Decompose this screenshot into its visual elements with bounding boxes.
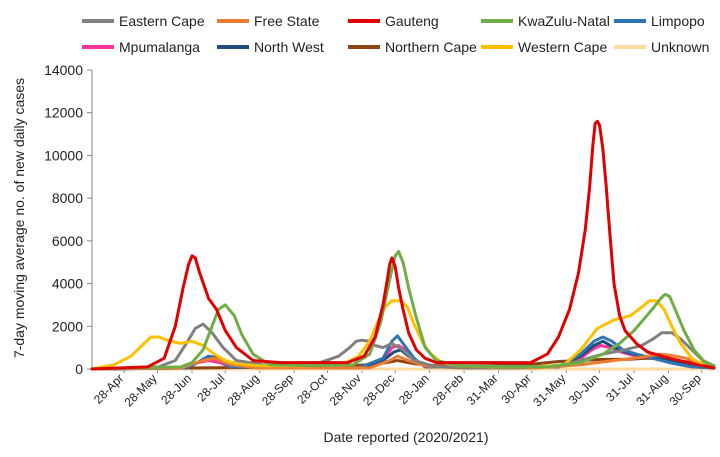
x-tick-label: 28-Nov (327, 371, 364, 408)
legend: Eastern Cape Free State Gauteng KwaZulu-Nat… (82, 13, 709, 55)
legend-label: Western Cape (518, 39, 607, 55)
legend-item: Mpumalanga (82, 39, 200, 55)
y-axis: 0 2000 4000 6000 8000 10000 12000 14000 (44, 62, 93, 377)
y-tick-label: 8000 (52, 190, 83, 206)
legend-item: Limpopo (614, 13, 705, 29)
y-tick-label: 0 (75, 361, 83, 377)
y-tick-label: 6000 (52, 233, 83, 249)
legend-label: North West (254, 39, 324, 55)
legend-item: Northern Cape (348, 39, 477, 55)
y-axis-title: 7-day moving average no. of new daily ca… (11, 78, 27, 358)
y-tick-label: 4000 (52, 276, 83, 292)
series-line-free-state (90, 352, 716, 371)
legend-label: Gauteng (385, 13, 439, 29)
legend-item: Western Cape (481, 39, 607, 55)
legend-item: Free State (217, 13, 320, 29)
x-tick-label: 28-Aug (225, 371, 262, 408)
x-tick-label: 31-May (530, 371, 568, 409)
x-tick-label: 30-Sep (667, 371, 704, 408)
x-tick-label: 31-Mar (464, 371, 501, 408)
x-axis-title: Date reported (2020/2021) (324, 429, 489, 445)
legend-label: Mpumalanga (119, 39, 200, 55)
x-tick-label: 28-Dec (360, 371, 397, 408)
x-tick-label: 31-Aug (633, 371, 670, 408)
legend-item: Unknown (614, 39, 709, 55)
legend-label: Eastern Cape (119, 13, 205, 29)
series-lines (90, 119, 716, 371)
series-line-kwazulu-natal (90, 250, 716, 371)
x-tick-label: 28-May (121, 371, 159, 409)
x-tick-label: 28-Oct (294, 371, 330, 407)
x-tick-label: 30-Apr (499, 371, 534, 406)
x-tick-label: 28-Apr (91, 371, 126, 406)
x-tick-label: 30-Jun (566, 371, 602, 407)
y-tick-label: 12000 (44, 105, 83, 121)
legend-label: Unknown (651, 39, 709, 55)
legend-item: Eastern Cape (82, 13, 205, 29)
y-tick-label: 14000 (44, 62, 83, 78)
legend-item: KwaZulu-Natal (481, 13, 610, 29)
x-tick-label: 31-Jul (603, 371, 636, 404)
x-tick-label: 28-Jul (194, 371, 227, 404)
x-tick-label: 28-Feb (429, 371, 466, 408)
y-tick-label: 10000 (44, 147, 83, 163)
legend-label: Northern Cape (385, 39, 477, 55)
legend-label: Limpopo (651, 13, 705, 29)
x-tick-label: 28-Sep (259, 371, 296, 408)
series-line-gauteng (90, 119, 716, 371)
y-tick-label: 2000 (52, 318, 83, 334)
legend-item: Gauteng (348, 13, 439, 29)
x-tick-label: 28-Jan (396, 371, 432, 407)
legend-label: KwaZulu-Natal (518, 13, 610, 29)
legend-label: Free State (254, 13, 320, 29)
x-tick-label: 28-Jun (158, 371, 194, 407)
legend-item: North West (217, 39, 324, 55)
